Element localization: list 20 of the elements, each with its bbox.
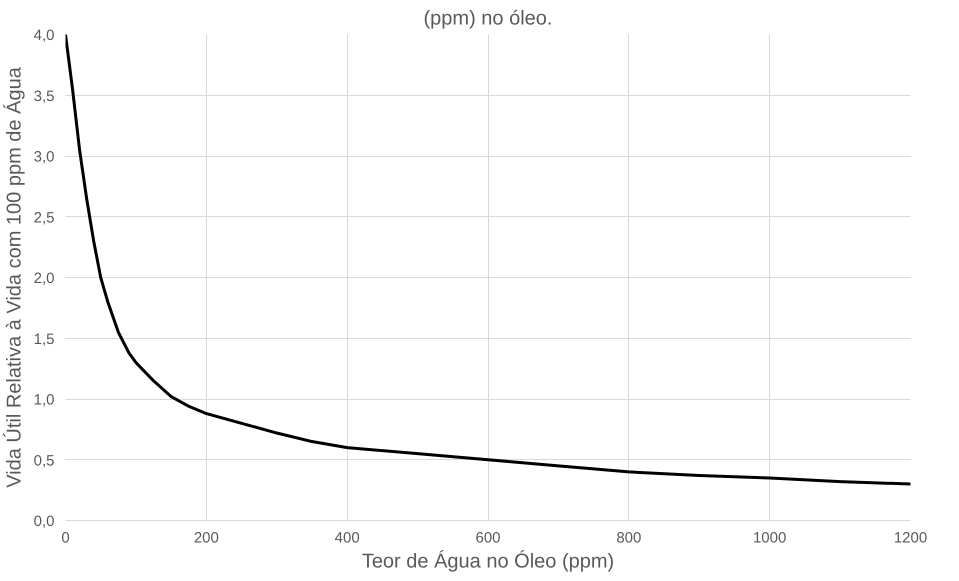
y-axis-title: Vida Útil Relativa à Vida com 100 ppm de Água <box>2 66 26 488</box>
x-tick-label: 1200 <box>894 530 928 546</box>
y-tick-label: 2,0 <box>34 270 55 287</box>
y-tick-label: 3,5 <box>34 88 55 105</box>
line-series <box>66 34 910 486</box>
chart-title: (ppm) no óleo. <box>424 8 552 30</box>
x-tick-label: 400 <box>334 530 360 546</box>
y-tick-label: 2,5 <box>34 209 55 226</box>
x-axis-title: Teor de Água no Óleo (ppm) <box>362 550 614 572</box>
x-tick-label: 1000 <box>752 530 786 546</box>
x-tick-label: 200 <box>194 530 219 546</box>
x-tick-label: 800 <box>616 530 642 546</box>
x-tick-label: 0 <box>61 530 70 546</box>
y-tick-label: 0,5 <box>34 452 55 470</box>
y-tick-label: 3,0 <box>34 148 55 166</box>
y-tick-label: 1,5 <box>34 330 55 348</box>
y-tick-label: 0,0 <box>34 513 55 530</box>
y-tick-label: 4,0 <box>34 27 55 44</box>
y-tick-label: 1,0 <box>34 392 55 408</box>
x-tick-label: 600 <box>475 530 501 546</box>
